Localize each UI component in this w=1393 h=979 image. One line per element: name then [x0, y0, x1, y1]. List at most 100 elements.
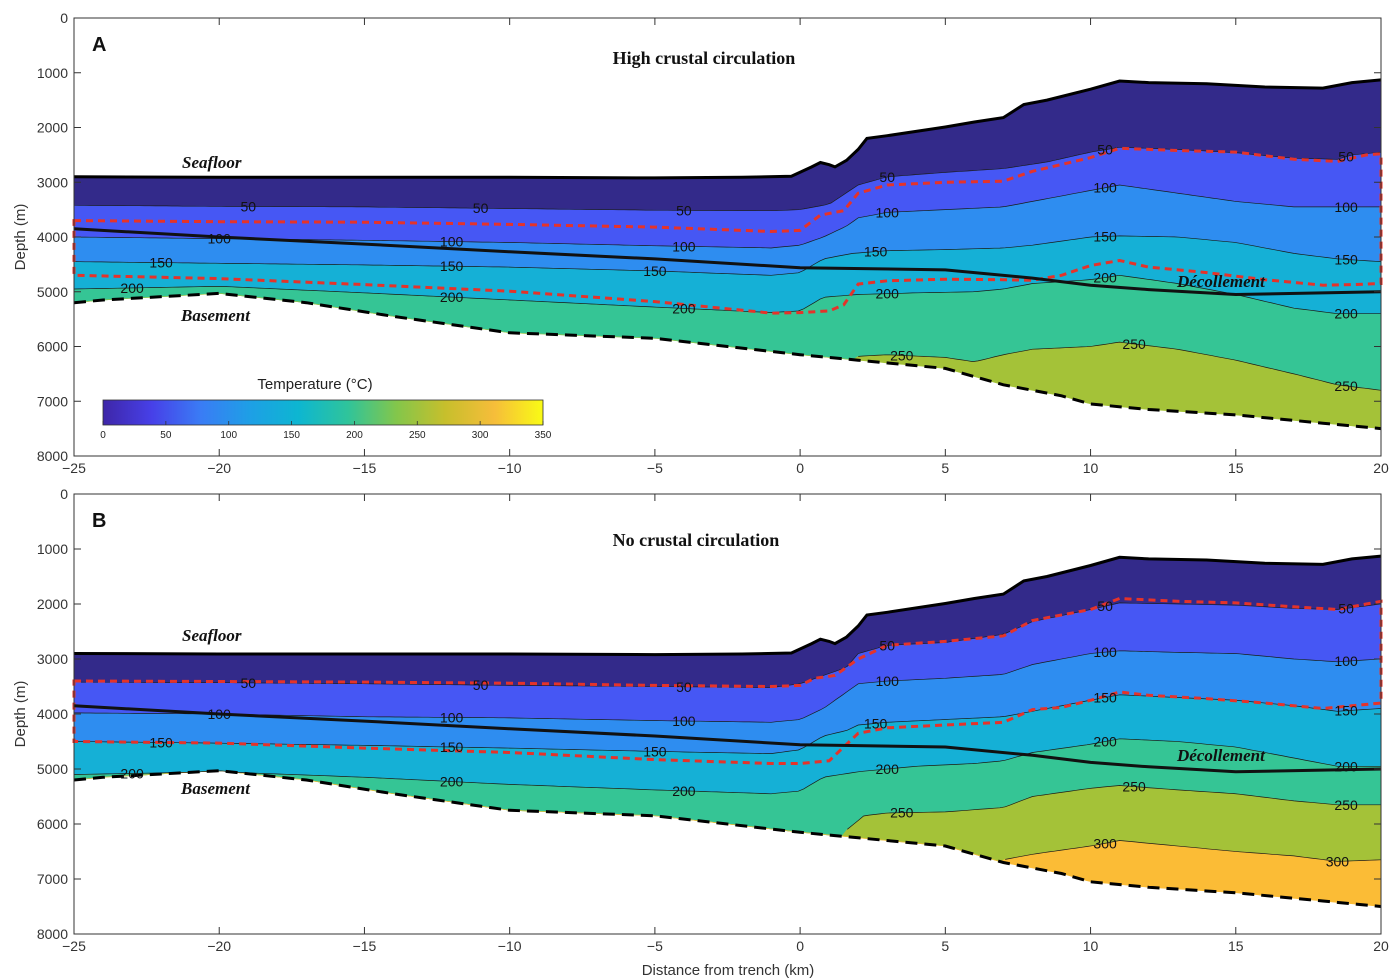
contour-label: 100: [1334, 653, 1358, 669]
contour-label: 150: [440, 739, 464, 755]
x-tick-label: −25: [62, 460, 86, 476]
isotherm-line: [73, 738, 1381, 795]
y-axis-label-a: Depth (m): [12, 204, 29, 271]
x-tick-label: −15: [353, 938, 377, 954]
fault-zone-outline-a: [72, 146, 1383, 315]
x-tick-label: 20: [1373, 938, 1389, 954]
x-tick-label: 20: [1373, 460, 1389, 476]
x-tick-label: 10: [1083, 938, 1099, 954]
contour-label: 150: [643, 263, 667, 279]
y-tick-label: 5000: [37, 761, 68, 777]
contour-label: 200: [120, 765, 144, 781]
y-axis-label-b: Depth (m): [12, 681, 29, 748]
x-tick-label: 5: [941, 938, 949, 954]
x-tick-label: 0: [796, 938, 804, 954]
contour-label: 150: [440, 258, 464, 274]
contour-label: 150: [1093, 690, 1117, 706]
contour-label: 50: [473, 677, 489, 693]
contour-label: 150: [149, 735, 173, 751]
chart-title-b: No crustal circulation: [613, 530, 780, 550]
contour-label: 50: [241, 198, 257, 214]
basement-line: [73, 769, 1382, 908]
contour-label: 200: [1093, 734, 1117, 750]
colorbar-tick-label: 150: [283, 430, 300, 441]
isotherm-line: [73, 274, 1381, 315]
x-tick-label: 0: [796, 460, 804, 476]
contour-label: 200: [440, 289, 464, 305]
contour-label: 50: [676, 202, 692, 218]
contour-label: 100: [208, 706, 232, 722]
x-tick-label: 5: [941, 460, 949, 476]
contour-label: 150: [149, 255, 173, 271]
seafloor-label-b: Seafloor: [182, 626, 242, 645]
decollement-label-b: Décollement: [1176, 746, 1266, 765]
basement-line: [73, 291, 1382, 431]
x-tick-label: −5: [647, 938, 663, 954]
contour-label: 50: [1097, 598, 1113, 614]
y-tick-label: 4000: [37, 229, 68, 245]
ticks-a: −25 −20 −15 −10 −5 0 5 10 15 20010002000300040005…: [37, 10, 1389, 476]
contour-label: 300: [1326, 853, 1350, 869]
x-tick-label: −10: [498, 938, 522, 954]
colorbar-title: Temperature (°C): [257, 376, 372, 393]
contour-label: 100: [876, 204, 900, 220]
y-tick-label: 3000: [37, 651, 68, 667]
seafloor-label-a: Seafloor: [182, 153, 242, 172]
contour-label: 200: [672, 300, 696, 316]
boundary-lines-b: [73, 554, 1382, 908]
colorbar-tick-label: 0: [100, 430, 106, 441]
x-tick-label: −25: [62, 938, 86, 954]
contour-label: 150: [1334, 251, 1358, 267]
contour-labels-b: 50 50 50 50 50 50 100 100 100 100 100 100 150 150 150 1…: [120, 598, 1358, 869]
contour-label: 200: [876, 761, 900, 777]
colorbar-ticks: 0 50 100 150 200 250 300 350: [100, 421, 552, 441]
contour-label: 250: [890, 805, 914, 821]
contour-label: 200: [876, 286, 900, 302]
y-tick-label: 2000: [37, 596, 68, 612]
y-tick-label: 5000: [37, 284, 68, 300]
y-tick-label: 1000: [37, 541, 68, 557]
contour-label: 100: [1334, 199, 1358, 215]
isotherm-line: [1005, 840, 1382, 862]
contour-label: 50: [1338, 600, 1354, 616]
contour-label: 100: [672, 238, 696, 254]
decollement-line: [73, 704, 1382, 774]
contour-label: 50: [241, 675, 257, 691]
contour-label: 100: [876, 673, 900, 689]
chart-title-a: High crustal circulation: [613, 48, 796, 68]
contour-label: 150: [1093, 229, 1117, 245]
y-tick-label: 7000: [37, 393, 68, 409]
y-tick-label: 2000: [37, 120, 68, 136]
colorbar-tick-label: 50: [160, 430, 172, 441]
contour-label: 250: [1122, 336, 1146, 352]
decollement-label-a: Décollement: [1176, 272, 1266, 291]
contour-label: 200: [1334, 758, 1358, 774]
seafloor-line: [73, 554, 1382, 657]
contour-label: 100: [1093, 180, 1117, 196]
contour-label: 50: [879, 637, 895, 653]
fault-zone-outline: [72, 596, 1383, 765]
contour-label: 200: [120, 280, 144, 296]
fault-zone-outline-b: [72, 596, 1383, 765]
contour-label: 250: [890, 347, 914, 363]
colorbar-tick-label: 350: [535, 430, 552, 441]
y-tick-label: 7000: [37, 871, 68, 887]
contour-label: 250: [1334, 797, 1358, 813]
colorbar-tick-label: 250: [409, 430, 426, 441]
ticks-b: −25 −20 −15 −10 −5 0 5 10 15 20010002000300040005…: [37, 486, 1389, 954]
colorbar-tick-label: 300: [472, 430, 489, 441]
contour-labels-a: 50 50 50 50 50 50 100 100 100 100 100 100 150 150 150 1…: [120, 142, 1358, 394]
y-tick-label: 3000: [37, 174, 68, 190]
colorbar-tick-label: 100: [220, 430, 237, 441]
contour-label: 300: [1093, 835, 1117, 851]
y-tick-label: 6000: [37, 339, 68, 355]
contour-label: 200: [672, 783, 696, 799]
contour-label: 200: [1334, 306, 1358, 322]
isotherm-line: [847, 785, 1381, 830]
x-tick-label: 15: [1228, 938, 1244, 954]
boundary-lines-a: [73, 78, 1382, 431]
contour-label: 250: [1122, 779, 1146, 795]
